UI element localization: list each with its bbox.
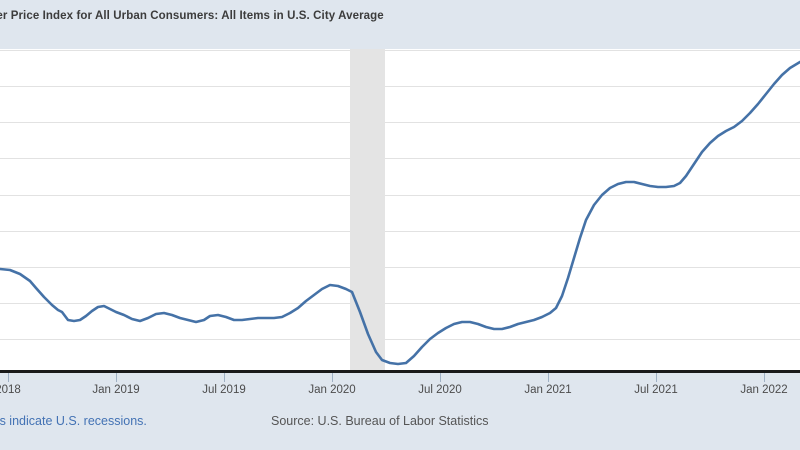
x-axis-label-4: Jul 2020 bbox=[418, 384, 462, 396]
x-tick-5 bbox=[548, 373, 549, 382]
gridline-1 bbox=[0, 86, 800, 87]
x-tick-6 bbox=[656, 373, 657, 382]
gridline-4 bbox=[0, 195, 800, 196]
page-title: mer Price Index for All Urban Consumers:… bbox=[0, 10, 384, 22]
gridline-8 bbox=[0, 339, 800, 340]
gridline-5 bbox=[0, 231, 800, 232]
x-tick-0 bbox=[8, 373, 9, 382]
gridline-0 bbox=[0, 50, 800, 51]
gridline-3 bbox=[0, 158, 800, 159]
x-axis-label-6: Jul 2021 bbox=[634, 384, 678, 396]
x-tick-3 bbox=[332, 373, 333, 382]
x-axis-label-3: Jan 2020 bbox=[308, 384, 356, 396]
x-axis-label-1: Jan 2019 bbox=[92, 384, 140, 396]
series-line-chart bbox=[0, 60, 800, 366]
x-tick-2 bbox=[224, 373, 225, 382]
series-line-cpi bbox=[0, 60, 800, 366]
x-tick-1 bbox=[116, 373, 117, 382]
source-note: Source: U.S. Bureau of Labor Statistics bbox=[271, 414, 489, 428]
x-tick-4 bbox=[440, 373, 441, 382]
gridline-2 bbox=[0, 122, 800, 123]
gridline-6 bbox=[0, 267, 800, 268]
x-axis-label-0: 2018 bbox=[0, 384, 21, 396]
gridline-7 bbox=[0, 303, 800, 304]
chart-footer-band: Shaded areas indicate U.S. recessions. S… bbox=[0, 405, 800, 450]
x-axis-label-5: Jan 2021 bbox=[524, 384, 572, 396]
recession-legend-note[interactable]: Shaded areas indicate U.S. recessions. bbox=[0, 414, 147, 428]
x-tick-7 bbox=[764, 373, 765, 382]
x-axis-label-2: Jul 2019 bbox=[202, 384, 246, 396]
plot-area bbox=[0, 49, 800, 372]
recession-band bbox=[350, 49, 385, 372]
chart-header-band: mer Price Index for All Urban Consumers:… bbox=[0, 0, 800, 49]
x-axis-label-7: Jan 2022 bbox=[740, 384, 788, 396]
x-axis-strip bbox=[0, 373, 800, 405]
x-axis-line bbox=[0, 370, 800, 373]
